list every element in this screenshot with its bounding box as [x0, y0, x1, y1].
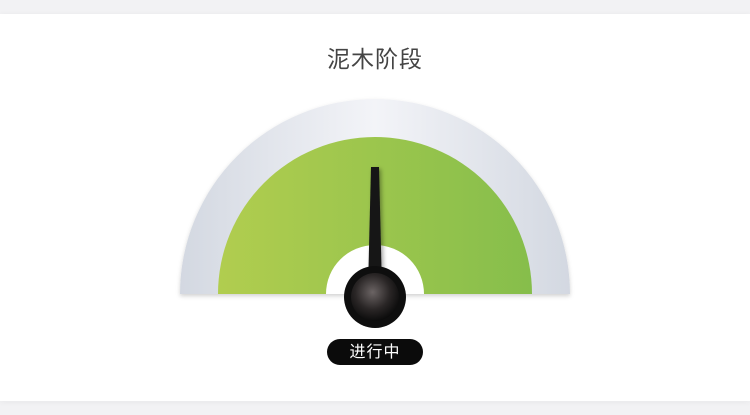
progress-gauge: [180, 99, 570, 328]
status-badge: 进行中: [327, 339, 423, 365]
stage-title: 泥木阶段: [327, 47, 423, 73]
gauge-hub: [351, 273, 399, 321]
stage-card: 泥木阶段: [0, 14, 750, 401]
gauge-needle: [368, 167, 382, 289]
